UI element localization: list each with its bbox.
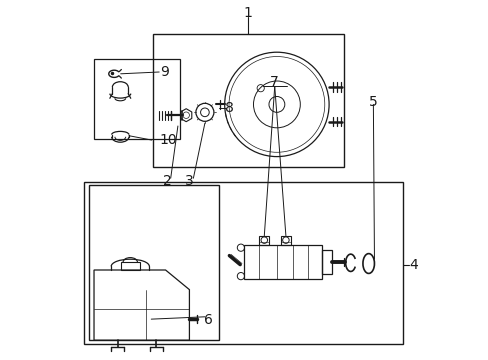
Text: 7: 7 xyxy=(270,75,279,89)
Text: 5: 5 xyxy=(368,95,377,108)
Text: 8: 8 xyxy=(224,101,233,115)
Bar xyxy=(84,182,402,344)
Bar xyxy=(152,34,343,167)
Text: 1: 1 xyxy=(243,6,252,20)
Bar xyxy=(259,236,269,245)
Text: 6: 6 xyxy=(203,314,212,327)
Bar xyxy=(321,250,331,274)
Bar xyxy=(89,185,218,340)
Bar xyxy=(94,59,180,139)
Bar xyxy=(244,245,321,279)
Bar xyxy=(280,236,290,245)
Bar xyxy=(121,262,140,270)
Text: 9: 9 xyxy=(160,65,168,79)
Text: 4: 4 xyxy=(408,258,417,271)
Text: 10: 10 xyxy=(160,134,177,147)
Text: 3: 3 xyxy=(185,174,194,188)
Text: 2: 2 xyxy=(163,174,171,188)
